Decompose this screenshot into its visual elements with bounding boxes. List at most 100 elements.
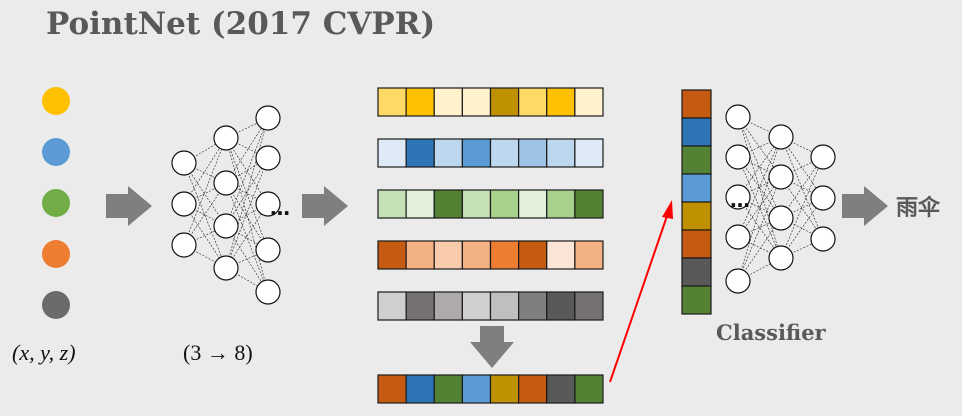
network-edge [737, 176, 782, 282]
flow-arrows [106, 186, 888, 368]
network-node [255, 237, 281, 263]
global-feature-cell [461, 374, 492, 404]
classifier-input-cell [681, 201, 712, 231]
network-node [255, 145, 281, 171]
global-feature-cell [518, 374, 548, 404]
feature-cell [405, 291, 435, 321]
classifier-label: Classifier [716, 320, 826, 345]
network-node [171, 232, 197, 258]
feature-cell [574, 189, 604, 219]
feature-cell [461, 189, 492, 219]
feature-cell [546, 291, 576, 321]
network-edge [225, 157, 269, 269]
network-node [213, 170, 239, 196]
network-node [810, 144, 836, 170]
feature-cell [433, 189, 463, 219]
network-edge [225, 117, 269, 227]
feature-cell [377, 138, 407, 168]
feature-cell [489, 291, 520, 321]
network-node [810, 185, 836, 211]
input-point [42, 291, 70, 319]
flow-arrow [302, 186, 348, 226]
feature-cell [433, 291, 463, 321]
network-edge [225, 182, 269, 251]
red-arrow-head [662, 200, 673, 219]
feature-cell [377, 240, 407, 270]
classifier-input-cell [681, 285, 712, 315]
network-edge [183, 203, 227, 269]
network-edge [225, 137, 269, 205]
flow-arrow [106, 186, 152, 226]
network-edge [737, 136, 782, 282]
global-feature-vector [377, 374, 604, 404]
diagram-title: PointNet (2017 CVPR) [46, 6, 436, 42]
network-node [255, 191, 281, 217]
feature-cell [461, 87, 492, 117]
network-node [768, 205, 794, 231]
feature-cell [546, 189, 576, 219]
feature-cell [546, 138, 576, 168]
global-feature-cell [377, 374, 407, 404]
network-edge [225, 137, 269, 293]
network-edge [225, 137, 269, 251]
input-point [42, 240, 70, 268]
network-node [725, 224, 751, 250]
input-point [42, 189, 70, 217]
down-arrow [470, 326, 514, 368]
network-edge [737, 156, 782, 259]
network-edge [737, 116, 782, 219]
network-node [255, 105, 281, 131]
global-feature-cell [405, 374, 435, 404]
mlp-ellipsis: … [270, 196, 290, 220]
network-edge [225, 203, 269, 269]
feature-cell [433, 240, 463, 270]
network-edge [780, 136, 824, 240]
network-node [171, 150, 197, 176]
classifier-network [725, 104, 836, 294]
mlp-dimension-label: (3 → 8) [183, 340, 253, 365]
feature-cell [518, 240, 548, 270]
feature-cell [574, 240, 604, 270]
feature-cell [405, 189, 435, 219]
network-edge [780, 156, 824, 259]
feature-cell [574, 138, 604, 168]
network-edge [737, 136, 782, 238]
input-points [42, 87, 70, 319]
feature-cell [433, 138, 463, 168]
feature-cell [405, 240, 435, 270]
coordinates-label: (x, y, z) [12, 340, 76, 365]
output-class-label: 雨伞 [896, 196, 941, 221]
feature-cell [489, 138, 520, 168]
network-node [810, 226, 836, 252]
global-feature-cell [574, 374, 604, 404]
network-node [768, 245, 794, 271]
classifier-input-cell [681, 229, 712, 259]
feature-cell [489, 240, 520, 270]
feature-cell [433, 87, 463, 117]
global-feature-cell [433, 374, 463, 404]
feature-cell [377, 189, 407, 219]
network-node [725, 268, 751, 294]
mlp-network [171, 105, 281, 305]
global-feature-cell [546, 374, 576, 404]
network-node [171, 191, 197, 217]
feature-cell [518, 87, 548, 117]
network-node [213, 213, 239, 239]
feature-cell [405, 87, 435, 117]
network-edge [183, 137, 227, 205]
classifier-input-cell [681, 257, 712, 287]
network-edge [225, 182, 269, 293]
feature-cell [405, 138, 435, 168]
feature-cell [518, 189, 548, 219]
global-feature-cell [489, 374, 520, 404]
network-edge [225, 117, 269, 184]
input-point [42, 138, 70, 166]
classifier-input-cell [681, 145, 712, 175]
red-arrow-shaft [609, 215, 668, 383]
classifier-ellipsis: … [730, 188, 750, 212]
input-point [42, 87, 70, 115]
network-node [725, 104, 751, 130]
feature-cell [461, 291, 492, 321]
network-node [725, 184, 751, 210]
